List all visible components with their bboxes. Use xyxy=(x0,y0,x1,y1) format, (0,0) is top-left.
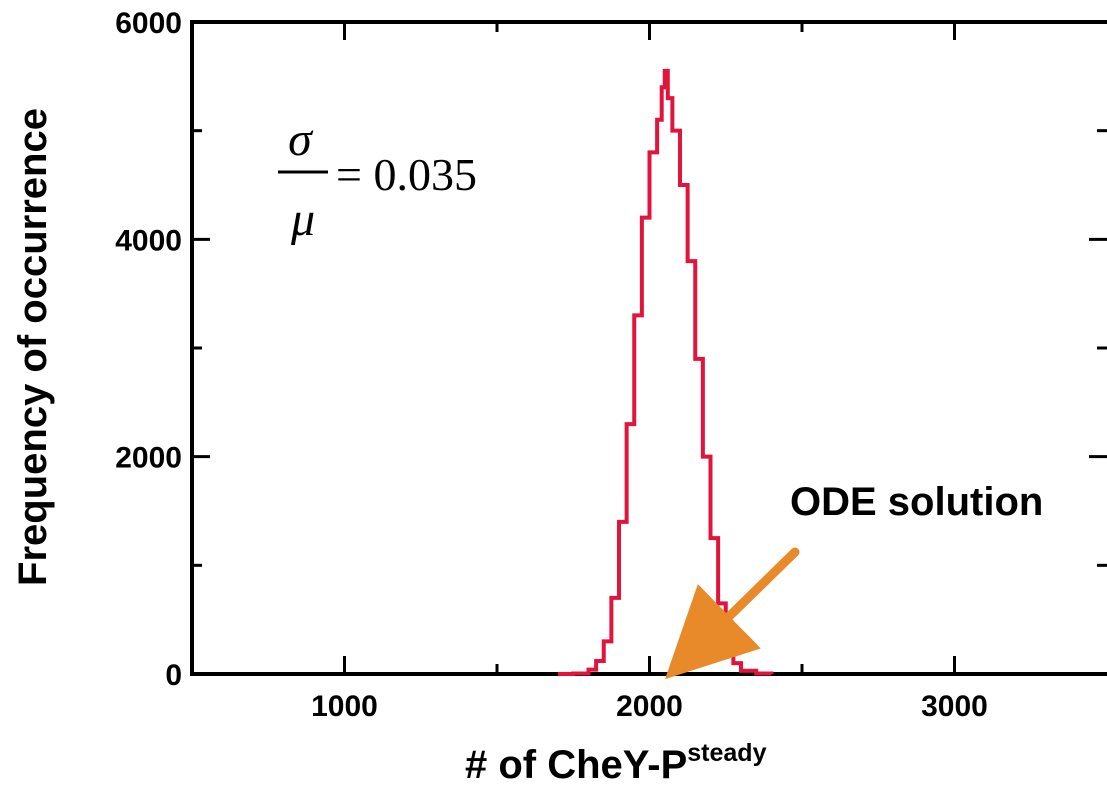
y-tick-label: 4000 xyxy=(115,224,182,257)
plot-frame xyxy=(190,20,1107,676)
y-tick-label: 6000 xyxy=(115,7,182,40)
series-layer xyxy=(558,68,774,676)
formula-value: = 0.035 xyxy=(336,149,477,200)
axes xyxy=(190,20,1107,676)
y-tick-label: 2000 xyxy=(115,442,182,475)
x-axis-label-main: # of CheY-P xyxy=(465,743,687,785)
formula-numerator: σ xyxy=(288,113,314,166)
x-axis-label: # of CheY-Psteady xyxy=(465,739,767,785)
x-tick-label: 3000 xyxy=(921,690,988,723)
formula-denominator: μ xyxy=(290,193,315,246)
series-histogram-line xyxy=(558,68,774,676)
y-tick-label: 0 xyxy=(165,659,182,692)
tick-labels: 0 2000 4000 6000 1000 2000 3000 xyxy=(115,7,988,723)
x-tick-label: 2000 xyxy=(616,690,683,723)
x-axis-label-superscript: steady xyxy=(687,739,766,767)
annotation-text: ODE solution xyxy=(790,480,1043,524)
annotation-arrow xyxy=(665,547,800,680)
cv-formula: σ μ = 0.035 xyxy=(278,113,477,246)
y-axis-label: Frequency of occurrence xyxy=(11,108,55,586)
x-tick-label: 1000 xyxy=(311,690,378,723)
